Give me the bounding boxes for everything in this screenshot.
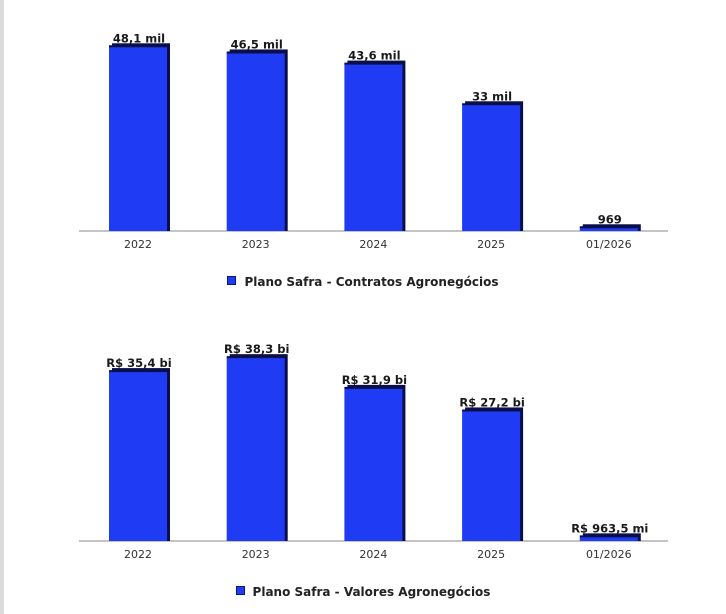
legend-swatch-icon	[227, 276, 237, 285]
bar	[579, 536, 638, 541]
bar	[579, 227, 638, 231]
x-tick-label: 2023	[242, 238, 270, 251]
x-tick-label: 2024	[359, 548, 387, 561]
values-legend: Plano Safra - Valores Agronegócios	[0, 585, 726, 599]
bar	[226, 52, 285, 231]
values-chart-plot: R$ 35,4 bi 2022 R$ 38,3 bi 2023 R$ 31,9 bi 20…	[79, 342, 668, 561]
window-edge	[0, 0, 4, 614]
contracts-legend: Plano Safra - Contratos Agronegócios	[0, 275, 726, 289]
x-tick-label: 2022	[124, 238, 152, 251]
bar	[462, 104, 521, 231]
x-tick-label: 2024	[359, 238, 387, 251]
x-tick-label: 2025	[477, 548, 505, 561]
values-legend-label: Plano Safra - Valores Agronegócios	[252, 585, 491, 599]
bar	[344, 387, 403, 541]
x-tick-label: 2023	[242, 548, 270, 561]
bar-value-label: R$ 27,2 bi	[459, 395, 524, 409]
bar	[462, 410, 521, 541]
contracts-chart-plot: 48,1 mil 2022 46,5 mil 2023 43,6 mil 2024 33 m…	[79, 31, 668, 251]
bar-value-label: R$ 38,3 bi	[224, 342, 289, 356]
legend-swatch-icon	[235, 586, 245, 595]
bar-value-label: R$ 31,9 bi	[342, 373, 407, 387]
bar	[109, 371, 167, 541]
values-chart: R$ 35,4 bi 2022 R$ 38,3 bi 2023 R$ 31,9 bi 20…	[0, 310, 726, 610]
bar	[344, 63, 403, 231]
bar	[109, 46, 167, 231]
bar-value-label: 46,5 mil	[231, 37, 283, 51]
x-tick-label: 2025	[477, 238, 505, 251]
contracts-chart: 48,1 mil 2022 46,5 mil 2023 43,6 mil 2024 33 m…	[0, 0, 726, 300]
bar-value-label: R$ 963,5 mi	[571, 521, 648, 535]
bar-value-label: 48,1 mil	[113, 31, 165, 45]
x-tick-label: 01/2026	[586, 548, 632, 561]
bar-value-label: R$ 35,4 bi	[106, 356, 171, 370]
x-tick-label: 2022	[124, 548, 152, 561]
x-tick-label: 01/2026	[586, 238, 632, 251]
bar-value-label: 43,6 mil	[348, 49, 400, 63]
bar-value-label: 33 mil	[472, 89, 512, 103]
bar-value-label: 969	[598, 212, 622, 226]
contracts-legend-label: Plano Safra - Contratos Agronegócios	[244, 275, 499, 289]
bar	[226, 357, 285, 541]
